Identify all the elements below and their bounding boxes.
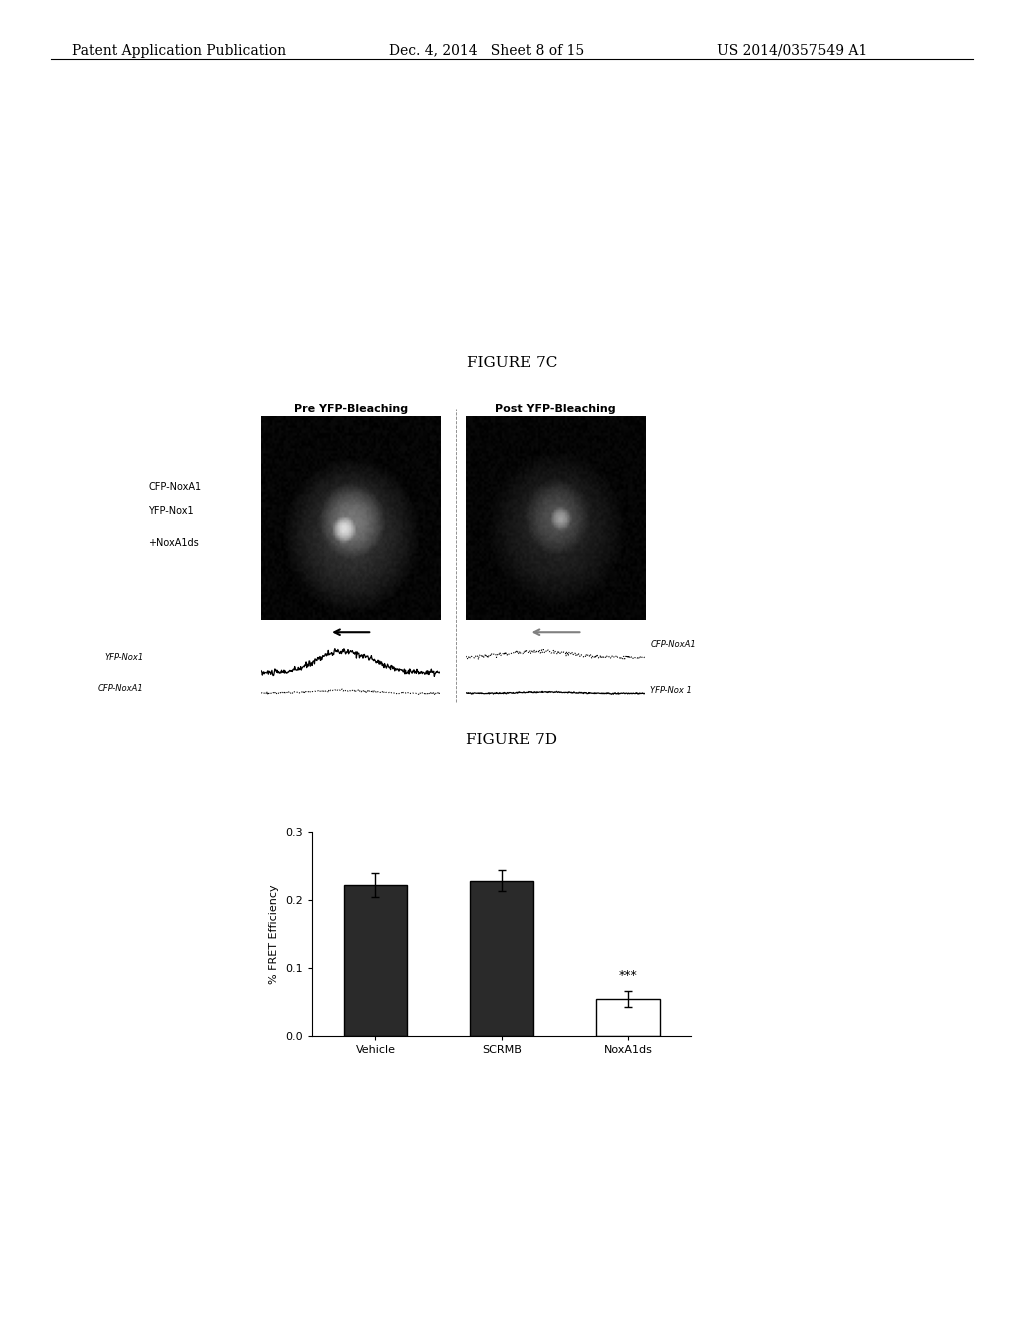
Text: FIGURE 7D: FIGURE 7D — [467, 733, 557, 747]
Bar — [596, 999, 659, 1036]
Text: CFP-NoxA1: CFP-NoxA1 — [650, 640, 696, 649]
Bar — [470, 880, 534, 1036]
Text: Dec. 4, 2014   Sheet 8 of 15: Dec. 4, 2014 Sheet 8 of 15 — [389, 44, 585, 58]
Title: Pre YFP-Bleaching: Pre YFP-Bleaching — [294, 404, 408, 413]
Title: Post YFP-Bleaching: Post YFP-Bleaching — [496, 404, 615, 413]
Text: Patent Application Publication: Patent Application Publication — [72, 44, 286, 58]
Text: ***: *** — [618, 969, 637, 982]
Bar — [344, 884, 408, 1036]
Text: YFP-Nox1: YFP-Nox1 — [104, 653, 143, 663]
Text: US 2014/0357549 A1: US 2014/0357549 A1 — [717, 44, 867, 58]
Text: +NoxA1ds: +NoxA1ds — [148, 537, 200, 548]
Text: YFP-Nox 1: YFP-Nox 1 — [650, 686, 692, 694]
Text: FIGURE 7C: FIGURE 7C — [467, 356, 557, 371]
Text: YFP-Nox1: YFP-Nox1 — [148, 506, 195, 516]
Y-axis label: % FRET Efficiency: % FRET Efficiency — [268, 884, 279, 983]
Text: CFP-NoxA1: CFP-NoxA1 — [148, 482, 202, 492]
Text: CFP-NoxA1: CFP-NoxA1 — [97, 684, 143, 693]
